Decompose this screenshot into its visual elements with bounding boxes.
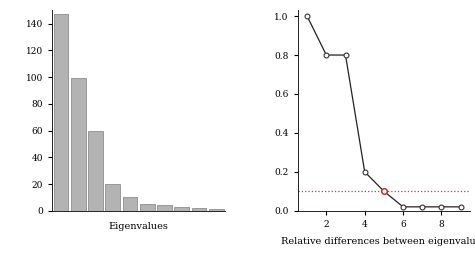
- Bar: [105, 184, 120, 211]
- Bar: [192, 208, 207, 211]
- Bar: [140, 204, 154, 211]
- Bar: [174, 207, 189, 211]
- Bar: [157, 205, 172, 211]
- Bar: [54, 14, 68, 211]
- X-axis label: Eigenvalues: Eigenvalues: [109, 222, 169, 231]
- Bar: [209, 209, 224, 211]
- X-axis label: Relative differences between eigenvalues: Relative differences between eigenvalues: [281, 237, 475, 246]
- Bar: [71, 78, 85, 211]
- Bar: [88, 131, 103, 211]
- Bar: [123, 197, 137, 211]
